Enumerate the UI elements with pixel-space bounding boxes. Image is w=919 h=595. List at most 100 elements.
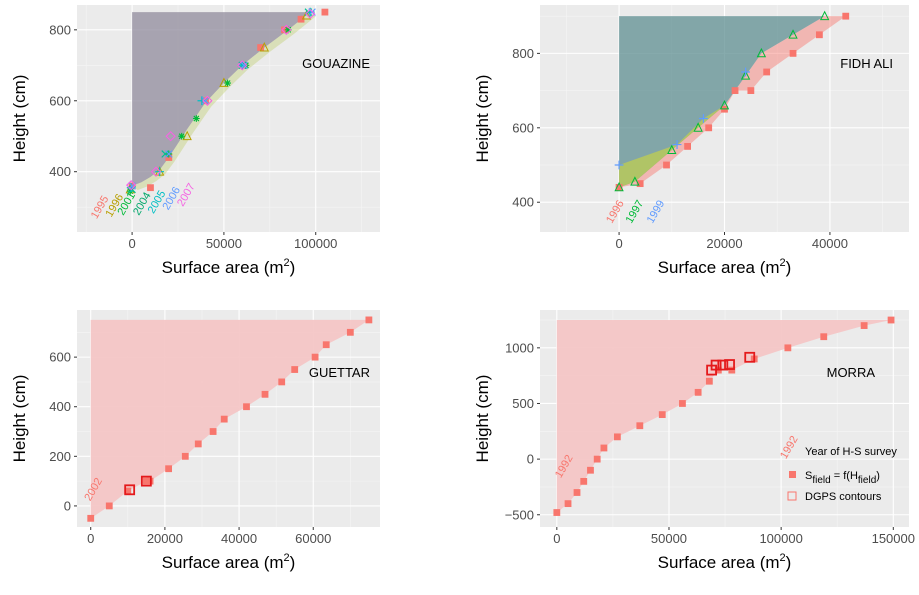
x-tick-label: 40000 (221, 531, 257, 546)
data-point (658, 411, 666, 419)
data-point (261, 390, 269, 398)
data-point (679, 400, 686, 407)
data-point (699, 114, 708, 123)
x-axis-title: Surface area (m2) (162, 257, 296, 277)
x-tick-label: 20000 (706, 236, 742, 251)
x-tick-label: 50000 (651, 531, 687, 546)
data-point (150, 166, 162, 177)
data-point (784, 344, 792, 352)
data-point (789, 49, 797, 57)
data-point (719, 99, 730, 110)
data-point (636, 422, 644, 430)
data-point (147, 184, 154, 192)
x-axis-title: Surface area (m2) (658, 257, 792, 277)
data-point (365, 316, 373, 324)
data-point (587, 466, 594, 474)
data-point (663, 161, 670, 169)
data-point (124, 487, 132, 495)
y-tick-label: 0 (64, 498, 71, 513)
y-tick-label: 0 (527, 452, 534, 467)
data-point (672, 140, 682, 149)
data-point (165, 154, 173, 161)
y-axis-title: Height (cm) (473, 75, 492, 163)
data-point (142, 477, 150, 485)
legend-year-title: Year of H-S survey (805, 446, 897, 458)
x-tick-label: 20000 (147, 531, 183, 546)
data-point (747, 87, 755, 94)
x-tick-label: 150000 (872, 531, 915, 546)
data-point (224, 79, 231, 87)
data-point (684, 143, 691, 150)
dgps-contour (124, 484, 136, 496)
data-point (573, 489, 581, 496)
data-point (240, 61, 248, 70)
area-pink (90, 319, 369, 519)
data-point (728, 366, 736, 374)
data-point (182, 130, 192, 141)
data-point (636, 180, 644, 188)
y-tick-label: 400 (49, 164, 71, 179)
data-point (257, 44, 265, 51)
x-tick-label: 100000 (759, 531, 802, 546)
data-point (220, 415, 228, 423)
x-axis-title: Surface area (m2) (658, 552, 792, 572)
dgps-contour (744, 351, 756, 363)
data-point (593, 455, 601, 463)
data-point (321, 8, 329, 16)
y-axis-title: Height (cm) (10, 75, 29, 163)
x-tick-label: 0 (615, 236, 622, 251)
panel-label: MORRA (827, 365, 876, 380)
dgps-contour (724, 359, 735, 370)
data-point (178, 132, 186, 140)
data-point (860, 322, 868, 329)
data-point (346, 328, 354, 336)
data-point (194, 440, 202, 448)
y-tick-label: 1000 (505, 340, 534, 355)
data-point (164, 150, 173, 158)
data-point (322, 341, 330, 349)
y-tick-label: −500 (505, 507, 534, 522)
x-tick-label: 100000 (294, 236, 337, 251)
data-point (237, 60, 248, 71)
series-1999 (614, 67, 750, 170)
legend-sfield-marker (789, 471, 796, 478)
data-point (259, 42, 270, 52)
data-point (181, 452, 189, 460)
y-tick-label: 600 (49, 93, 71, 108)
x-tick-label: 50000 (206, 236, 242, 251)
data-point (705, 377, 713, 385)
dgps-contour (710, 359, 722, 371)
data-point (614, 181, 624, 192)
data-point (237, 60, 247, 70)
area-teal (619, 16, 825, 188)
y-tick-label: 400 (49, 399, 71, 414)
data-point (615, 183, 623, 191)
x-tick-label: 0 (128, 236, 135, 251)
data-point (165, 465, 173, 473)
area-pink (556, 320, 892, 513)
data-point (705, 124, 713, 132)
y-tick-label: 400 (512, 195, 534, 210)
data-point (815, 31, 823, 39)
data-point (580, 477, 588, 485)
panel-label: FIDH ALI (840, 56, 893, 71)
dgps-contour (717, 359, 729, 371)
series-2007 (125, 8, 316, 191)
legend-sfield-label: Sfield = f(Hfield) (805, 470, 880, 486)
x-axis-title: Surface area (m2) (162, 552, 296, 572)
data-point (614, 160, 624, 170)
data-point (278, 378, 286, 386)
y-axis-title: Height (cm) (473, 375, 492, 463)
data-point (105, 502, 113, 510)
dgps-contour (140, 475, 152, 487)
area-band (132, 12, 316, 191)
panel-label: GUETTAR (309, 365, 370, 380)
x-tick-label: 40000 (812, 236, 848, 251)
data-point (613, 433, 621, 441)
data-point (281, 26, 288, 34)
data-point (763, 68, 771, 76)
